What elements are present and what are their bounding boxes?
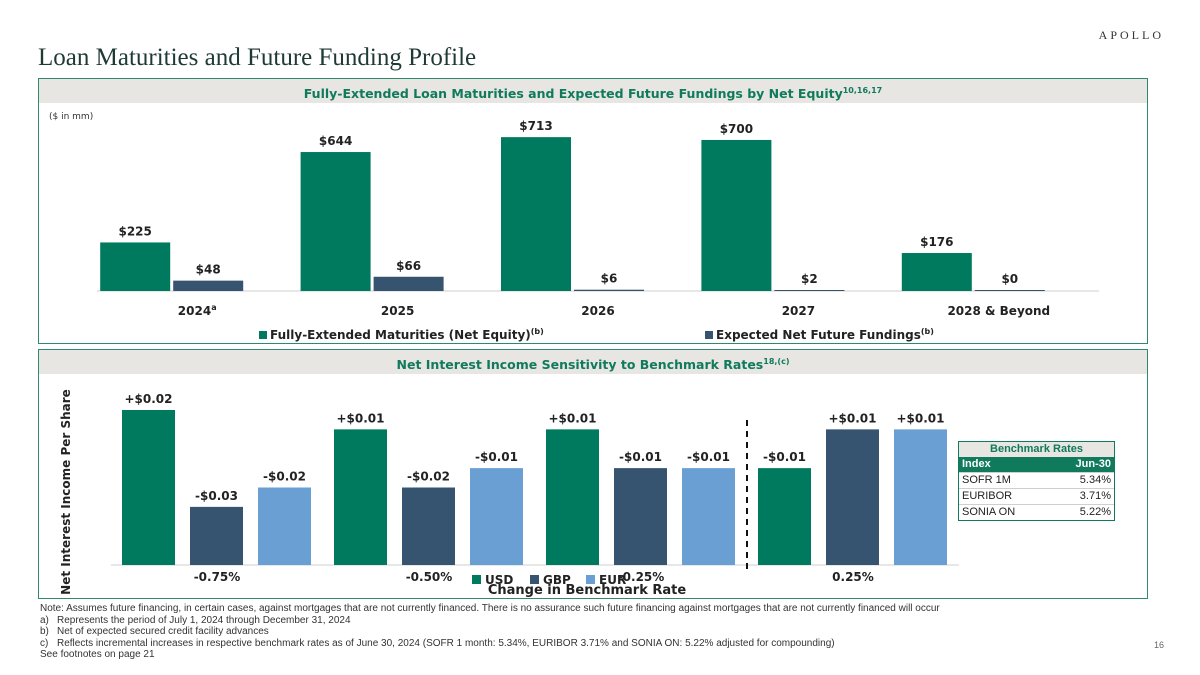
y-axis-label: Net Interest Income Per Share bbox=[59, 389, 73, 595]
legend-swatch bbox=[586, 575, 595, 584]
bar-usd bbox=[758, 468, 811, 565]
maturities-panel: Fully-Extended Loan Maturities and Expec… bbox=[38, 78, 1148, 344]
page-title: Loan Maturities and Future Funding Profi… bbox=[38, 44, 477, 71]
bar-fundings bbox=[173, 280, 244, 291]
bar-maturities bbox=[901, 253, 972, 291]
data-label: $48 bbox=[196, 263, 221, 277]
x-tick-label: 2027 bbox=[782, 304, 815, 318]
footnote-c: c) Reflects incremental increases in resp… bbox=[40, 637, 835, 649]
data-label: $0 bbox=[1001, 272, 1018, 286]
legend-label: Expected Net Future Fundings(b) bbox=[716, 327, 934, 342]
benchmark-rates-table: Benchmark Rates Index Jun-30 SOFR 1M 5.3… bbox=[958, 441, 1115, 521]
data-label: -$0.01 bbox=[619, 450, 662, 464]
sensitivity-chart-title: Net Interest Income Sensitivity to Bench… bbox=[39, 350, 1147, 374]
bar-usd bbox=[122, 410, 175, 565]
x-tick-label: 2028 & Beyond bbox=[947, 304, 1050, 318]
data-label: -$0.01 bbox=[763, 450, 806, 464]
data-label: $6 bbox=[601, 272, 618, 286]
maturities-chart: ($ in mm) $225 $48 2024a $644 $66 2025 $713 $6 20… bbox=[49, 112, 1099, 342]
data-label: +$0.01 bbox=[336, 411, 384, 425]
data-label: $176 bbox=[920, 235, 953, 249]
legend-swatch bbox=[530, 575, 539, 584]
legend-swatch bbox=[259, 331, 267, 339]
x-tick-label: 2025 bbox=[381, 304, 414, 318]
data-label: -$0.01 bbox=[687, 450, 730, 464]
data-label: $700 bbox=[720, 122, 753, 136]
footnote-a: a) Represents the period of July 1, 2024 … bbox=[40, 614, 351, 626]
bar-eur bbox=[682, 468, 735, 565]
bar-maturities bbox=[501, 137, 571, 291]
footnote-b: b) Net of expected secured credit facilit… bbox=[40, 626, 269, 638]
legend-swatch bbox=[705, 331, 713, 339]
bar-eur bbox=[258, 487, 311, 565]
x-tick-label: 0.25% bbox=[832, 570, 874, 584]
maturities-chart-title: Fully-Extended Loan Maturities and Expec… bbox=[39, 79, 1147, 103]
data-label: +$0.01 bbox=[548, 411, 596, 425]
x-tick-label: -0.75% bbox=[194, 570, 241, 584]
benchmark-table-header: Index Jun-30 bbox=[959, 457, 1114, 472]
data-label: -$0.02 bbox=[407, 470, 450, 484]
bar-fundings bbox=[974, 290, 1045, 291]
footnote-see: See footnotes on page 21 bbox=[40, 649, 155, 661]
data-label: $225 bbox=[118, 224, 151, 238]
data-label: -$0.01 bbox=[475, 450, 518, 464]
benchmark-row: SONIA ON 5.22% bbox=[959, 504, 1114, 520]
data-label: +$0.01 bbox=[828, 411, 876, 425]
brand-logo: APOLLO bbox=[1098, 28, 1164, 42]
bar-maturities bbox=[300, 152, 371, 291]
legend-label: USD bbox=[485, 573, 513, 587]
bar-usd bbox=[334, 429, 387, 565]
footnotes: Note: Assumes future financing, in certa… bbox=[40, 603, 1140, 661]
x-tick-label: 2026 bbox=[581, 304, 614, 318]
data-label: $644 bbox=[319, 134, 352, 148]
data-label: +$0.02 bbox=[124, 392, 172, 406]
bar-gbp bbox=[826, 429, 879, 565]
bar-eur bbox=[470, 468, 523, 565]
benchmark-row: SOFR 1M 5.34% bbox=[959, 472, 1114, 488]
data-label: $2 bbox=[801, 272, 818, 286]
sensitivity-panel: Net Interest Income Sensitivity to Bench… bbox=[38, 349, 1148, 599]
x-tick-label: -0.25% bbox=[618, 570, 665, 584]
footnote-main: Note: Assumes future financing, in certa… bbox=[40, 603, 940, 614]
x-axis-label: Change in Benchmark Rate bbox=[488, 583, 687, 598]
benchmark-table-title: Benchmark Rates bbox=[959, 442, 1114, 457]
bar-fundings bbox=[574, 289, 644, 291]
legend-label: Fully-Extended Maturities (Net Equity)(b… bbox=[270, 327, 544, 342]
benchmark-row: EURIBOR 3.71% bbox=[959, 488, 1114, 504]
legend-swatch bbox=[472, 575, 481, 584]
legend-label: GBP bbox=[543, 573, 571, 587]
x-tick-label: 2024a bbox=[178, 303, 217, 318]
x-tick-label: -0.50% bbox=[406, 570, 453, 584]
bar-maturities bbox=[100, 242, 171, 291]
sensitivity-chart: Net Interest Income Per Share +$0.02 -$0.0… bbox=[59, 389, 959, 598]
data-label: $713 bbox=[519, 119, 552, 133]
bar-maturities bbox=[701, 139, 772, 291]
bar-gbp bbox=[614, 468, 667, 565]
unit-note: ($ in mm) bbox=[49, 112, 93, 122]
page-number: 16 bbox=[1153, 640, 1164, 650]
data-label: +$0.01 bbox=[896, 411, 944, 425]
bar-gbp bbox=[190, 506, 243, 565]
bar-usd bbox=[546, 429, 599, 565]
data-label: -$0.02 bbox=[263, 470, 306, 484]
legend-label: EUR bbox=[599, 573, 626, 587]
sensitivity-legend: USD GBP EUR bbox=[472, 573, 626, 587]
bar-eur bbox=[894, 429, 947, 565]
bar-fundings bbox=[373, 276, 444, 291]
data-label: $66 bbox=[396, 259, 421, 273]
bar-fundings bbox=[774, 290, 845, 291]
bar-gbp bbox=[402, 487, 455, 565]
data-label: -$0.03 bbox=[195, 489, 238, 503]
